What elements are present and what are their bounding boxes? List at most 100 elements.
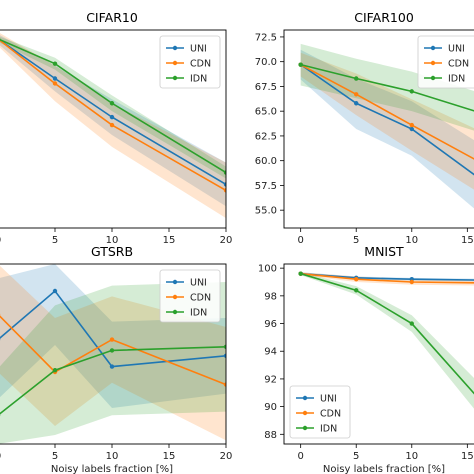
y-tick-label: 100: [258, 264, 277, 275]
data-point-idn: [109, 101, 115, 106]
legend-marker-cdn: [172, 294, 178, 300]
y-tick-label: 67.5: [255, 82, 277, 93]
band-idn: [0, 282, 226, 444]
data-point-cdn: [409, 279, 414, 285]
y-tick-label: 62.5: [255, 131, 277, 142]
data-point-idn: [298, 271, 303, 276]
data-point-cdn: [109, 337, 115, 342]
x-tick-label: 15: [163, 235, 176, 246]
panel-title: GTSRB: [91, 244, 133, 259]
data-point-cdn: [354, 277, 359, 282]
x-tick-label: 10: [106, 451, 119, 462]
y-tick-label: 72.5: [255, 32, 277, 43]
series-line-idn: [0, 346, 226, 415]
series-line-idn: [300, 272, 474, 395]
data-point-idn: [354, 288, 359, 293]
y-tick-label: 92: [264, 374, 277, 385]
legend-label-idn: IDN: [320, 424, 337, 435]
legend-label-cdn: CDN: [190, 293, 211, 304]
y-tick-label: 55.0: [255, 206, 277, 217]
series-line-idn: [0, 38, 226, 174]
axes-frame: [283, 29, 474, 229]
legend-marker-idn: [430, 75, 436, 81]
data-point-uni: [223, 182, 226, 187]
data-point-cdn: [409, 122, 414, 128]
x-tick-label: 15: [461, 451, 474, 462]
legend-label-cdn: CDN: [190, 59, 211, 70]
plot-area: [298, 43, 474, 209]
x-tick-label: 20: [220, 451, 233, 462]
y-tick-label: 90: [264, 402, 277, 413]
data-point-idn: [223, 344, 226, 349]
y-tick-label: 65.0: [255, 107, 277, 118]
data-point-cdn: [52, 81, 58, 86]
data-point-idn: [52, 61, 58, 66]
x-tick-label: 5: [353, 235, 359, 246]
data-point-uni: [109, 364, 115, 369]
legend: UNI CDN IDN: [159, 269, 221, 323]
legend-marker-cdn: [302, 410, 308, 416]
data-point-idn: [409, 321, 414, 326]
data-point-cdn: [223, 382, 226, 387]
chart-panel-cifar100: CIFAR100 0 5 10 15 55.0 57.5 60.0 62.5 65.0 67.5 70…: [255, 10, 474, 246]
legend-marker-cdn: [430, 60, 436, 66]
data-point-cdn: [109, 122, 115, 128]
series-line-cdn: [0, 39, 226, 192]
legend-label-idn: IDN: [448, 74, 465, 85]
x-tick-label: 0: [0, 451, 1, 462]
data-point-uni: [223, 353, 226, 358]
x-tick-label: 15: [461, 235, 474, 246]
series-line-cdn: [300, 63, 474, 160]
x-axis-label: Noisy labels fraction [%]: [51, 464, 173, 474]
data-point-cdn: [354, 92, 359, 97]
legend-label-cdn: CDN: [448, 59, 469, 70]
x-tick-label: 5: [52, 451, 58, 462]
plot-area: [0, 264, 226, 444]
band-idn: [300, 43, 474, 131]
legend-marker-uni: [302, 395, 308, 401]
plot-area: [298, 271, 474, 409]
data-point-idn: [52, 368, 58, 373]
legend: UNI CDN IDN: [417, 35, 474, 89]
legend-label-idn: IDN: [190, 308, 207, 319]
panel-title: CIFAR10: [86, 10, 138, 25]
legend: UNI CDN IDN: [289, 385, 351, 439]
y-tick-label: 60.0: [255, 156, 277, 167]
data-point-idn: [298, 62, 303, 67]
legend-marker-uni: [430, 45, 436, 51]
chart-panel-mnist: MNIST 0 5 10 15 88 90 92 94 96 98 100 Noisy labels f…: [258, 244, 474, 474]
data-point-idn: [109, 348, 115, 353]
band-uni: [300, 49, 474, 209]
legend-marker-uni: [172, 45, 178, 51]
y-tick-label: 96: [264, 319, 277, 330]
legend-label-uni: UNI: [320, 394, 337, 405]
y-tick-label: 70.0: [255, 57, 277, 68]
legend-marker-idn: [172, 309, 178, 315]
plot-area: [0, 33, 226, 219]
series-line-cdn: [300, 272, 474, 284]
x-tick-label: 10: [106, 235, 119, 246]
panel-title: CIFAR100: [354, 10, 414, 25]
data-point-idn: [354, 76, 359, 81]
data-point-cdn: [223, 188, 226, 193]
legend-marker-cdn: [172, 60, 178, 66]
series-line-uni: [300, 63, 474, 176]
x-tick-label: 5: [353, 451, 359, 462]
legend-label-idn: IDN: [190, 74, 207, 85]
x-tick-label: 5: [52, 235, 58, 246]
band-idn: [0, 36, 226, 179]
y-tick-label: 57.5: [255, 181, 277, 192]
series-line-cdn: [0, 315, 226, 386]
axes-frame: [283, 263, 474, 445]
y-tick-label: 88: [264, 430, 277, 441]
chart-panel-gtsrb: GTSRB 0 5 10 15 20 Noisy labels fraction [%] UN…: [0, 244, 232, 474]
legend-marker-idn: [172, 75, 178, 81]
data-point-idn: [223, 170, 226, 175]
legend-marker-idn: [302, 425, 308, 431]
x-tick-label: 10: [405, 235, 418, 246]
band-uni: [0, 264, 226, 408]
y-tick-label: 98: [264, 291, 277, 302]
legend: UNI CDN IDN: [159, 35, 221, 89]
y-tick-label: 94: [264, 347, 277, 358]
